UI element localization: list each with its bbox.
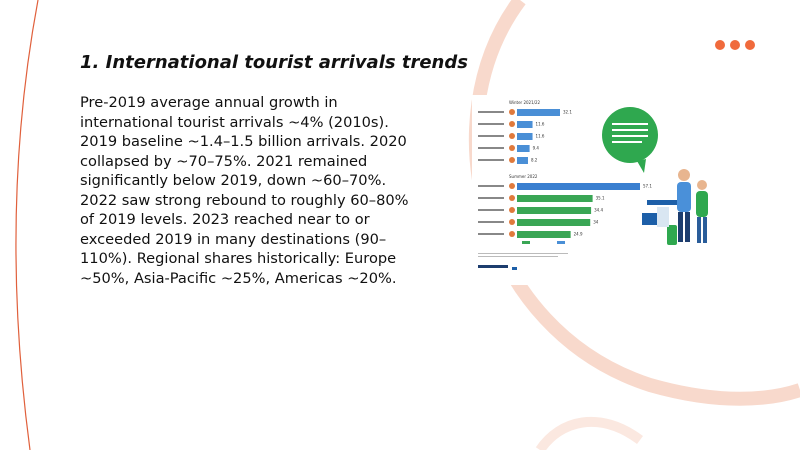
bar bbox=[517, 145, 530, 152]
value-label: 35.1 bbox=[596, 196, 605, 201]
flag bbox=[509, 183, 515, 189]
value-label: 8.2 bbox=[531, 158, 538, 163]
label-placeholder bbox=[478, 233, 504, 235]
value-label: 9.4 bbox=[533, 146, 540, 151]
bar bbox=[517, 207, 592, 214]
bubble-line bbox=[612, 123, 648, 125]
footnote-line bbox=[478, 256, 558, 257]
value-label: 34 bbox=[593, 220, 599, 225]
slide-body: Pre-2019 average annual growth in intern… bbox=[80, 94, 409, 287]
logo bbox=[478, 265, 508, 268]
flag bbox=[509, 195, 515, 201]
speech-tail bbox=[637, 159, 646, 173]
bubble-line bbox=[612, 141, 642, 143]
value-label: 11.6 bbox=[536, 122, 545, 127]
bar bbox=[517, 157, 528, 164]
flag bbox=[509, 157, 515, 163]
illustration bbox=[642, 169, 708, 245]
bubble-line bbox=[612, 135, 648, 137]
label-placeholder bbox=[478, 209, 504, 211]
label-placeholder bbox=[478, 135, 504, 137]
label-placeholder bbox=[478, 159, 504, 161]
value-label: 24.9 bbox=[574, 232, 583, 237]
bar bbox=[517, 195, 593, 202]
bar bbox=[517, 219, 591, 226]
bar bbox=[517, 231, 571, 238]
decor-arc bbox=[535, 416, 643, 450]
legend-swatch bbox=[522, 241, 530, 244]
flag bbox=[509, 133, 515, 139]
label-placeholder bbox=[478, 111, 504, 113]
flag bbox=[509, 219, 515, 225]
group-title: Summer 2022 bbox=[509, 174, 538, 179]
bar bbox=[517, 133, 533, 140]
flag bbox=[509, 231, 515, 237]
bar bbox=[517, 183, 640, 190]
value-label: 11.6 bbox=[536, 134, 545, 139]
legend-swatch bbox=[557, 241, 565, 244]
logo bbox=[512, 267, 517, 270]
flag bbox=[509, 207, 515, 213]
bubble-line bbox=[612, 129, 648, 131]
slide-title: 1. International tourist arrivals trends bbox=[80, 52, 468, 73]
label-placeholder bbox=[478, 123, 504, 125]
group-title: Winter 2021/22 bbox=[509, 100, 541, 105]
label-placeholder bbox=[478, 147, 504, 149]
decor-line bbox=[15, 0, 39, 450]
bar bbox=[517, 121, 533, 128]
dot bbox=[730, 40, 740, 50]
label-placeholder bbox=[478, 197, 504, 199]
flag bbox=[509, 121, 515, 127]
figure: Winter 2021/22 32.1 11.6 11.6 9.4 8.2 Summer 2… bbox=[472, 95, 722, 285]
footnote-line bbox=[478, 253, 568, 254]
value-label: 32.1 bbox=[563, 110, 572, 115]
label-placeholder bbox=[478, 221, 504, 223]
bar bbox=[517, 109, 560, 116]
value-label: 57.1 bbox=[643, 184, 652, 189]
value-label: 34.4 bbox=[594, 208, 603, 213]
flag bbox=[509, 109, 515, 115]
dot bbox=[745, 40, 755, 50]
flag bbox=[509, 145, 515, 151]
label-placeholder bbox=[478, 185, 504, 187]
dot bbox=[715, 40, 725, 50]
